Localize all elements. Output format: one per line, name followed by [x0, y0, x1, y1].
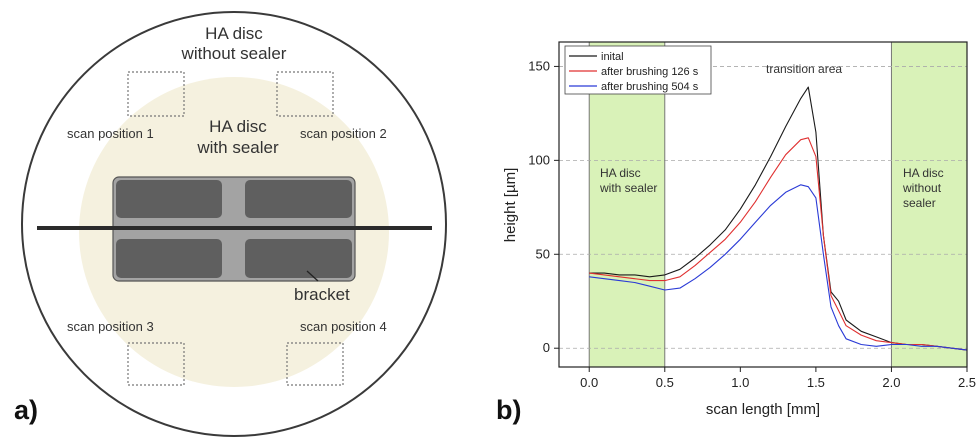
transition-area-label: transition area — [766, 62, 842, 76]
x-tick-label-0.5: 0.5 — [656, 375, 674, 390]
series-line-2 — [589, 137, 968, 351]
chart-gridlines — [559, 66, 967, 349]
y-tick-label-0: 0 — [543, 340, 550, 355]
chart-shaded-regions — [588, 42, 967, 367]
legend: inital after brushing 126 s after brushi… — [564, 45, 712, 95]
inner-disc-label-line2: with sealer — [196, 138, 279, 157]
y-axis-label: height [µm] — [502, 168, 519, 243]
y-tick-label-100: 100 — [528, 152, 550, 167]
scan-box-2 — [276, 71, 334, 117]
shaded-region-1 — [589, 42, 665, 367]
scan-box-4 — [286, 342, 344, 386]
region-right-label-line1: HA disc — [903, 166, 944, 180]
bracket-pad-bottom-right — [245, 239, 352, 278]
y-tick-label-150: 150 — [528, 58, 550, 73]
panel-a: HA disc without sealer HA disc with seal… — [14, 11, 447, 437]
series-line-3 — [589, 184, 968, 351]
x-tick-label-0.0: 0.0 — [580, 375, 598, 390]
bracket-pad-top-right — [245, 180, 352, 218]
panel-b: HA disc with sealer HA disc without seal… — [496, 41, 976, 425]
legend-label-504s: after brushing 504 s — [601, 81, 699, 93]
legend-label-126s: after brushing 126 s — [601, 66, 699, 78]
scan-box-1 — [127, 71, 185, 117]
x-tick-label-1.0: 1.0 — [731, 375, 749, 390]
outer-disc-label-line1: HA disc — [205, 24, 263, 43]
x-tick-label-2.0: 2.0 — [882, 375, 900, 390]
shaded-region-2 — [891, 42, 967, 367]
region-right-label-line2: without — [902, 181, 942, 195]
bracket-label: bracket — [294, 285, 350, 304]
bracket-pad-bottom-left — [116, 239, 222, 278]
outer-disc-label-line2: without sealer — [181, 44, 287, 63]
panel-b-label: b) — [496, 395, 521, 425]
x-axis-label: scan length [mm] — [706, 401, 820, 418]
panel-a-label: a) — [14, 395, 38, 425]
x-tick-label-2.5: 2.5 — [958, 375, 976, 390]
y-axis-ticks: 0 50 100 150 — [528, 58, 559, 355]
x-axis-ticks: 0.0 0.5 1.0 1.5 2.0 2.5 — [580, 367, 976, 390]
y-tick-label-50: 50 — [536, 246, 550, 261]
chart-series — [589, 86, 968, 351]
region-left-label-line2: with sealer — [599, 181, 657, 195]
inner-disc-label-line1: HA disc — [209, 117, 267, 136]
scan-position-4-label: scan position 4 — [300, 319, 387, 334]
plot-frame — [558, 41, 968, 368]
scan-box-3 — [127, 342, 185, 386]
bracket-pad-top-left — [116, 180, 222, 218]
scan-position-1-label: scan position 1 — [67, 126, 154, 141]
scan-position-2-label: scan position 2 — [300, 126, 387, 141]
region-left-label-line1: HA disc — [600, 166, 641, 180]
region-right-label-line3: sealer — [903, 196, 936, 210]
x-tick-label-1.5: 1.5 — [807, 375, 825, 390]
legend-label-inital: inital — [601, 51, 624, 63]
bracket-pointer — [306, 270, 319, 282]
scan-position-3-label: scan position 3 — [67, 319, 154, 334]
